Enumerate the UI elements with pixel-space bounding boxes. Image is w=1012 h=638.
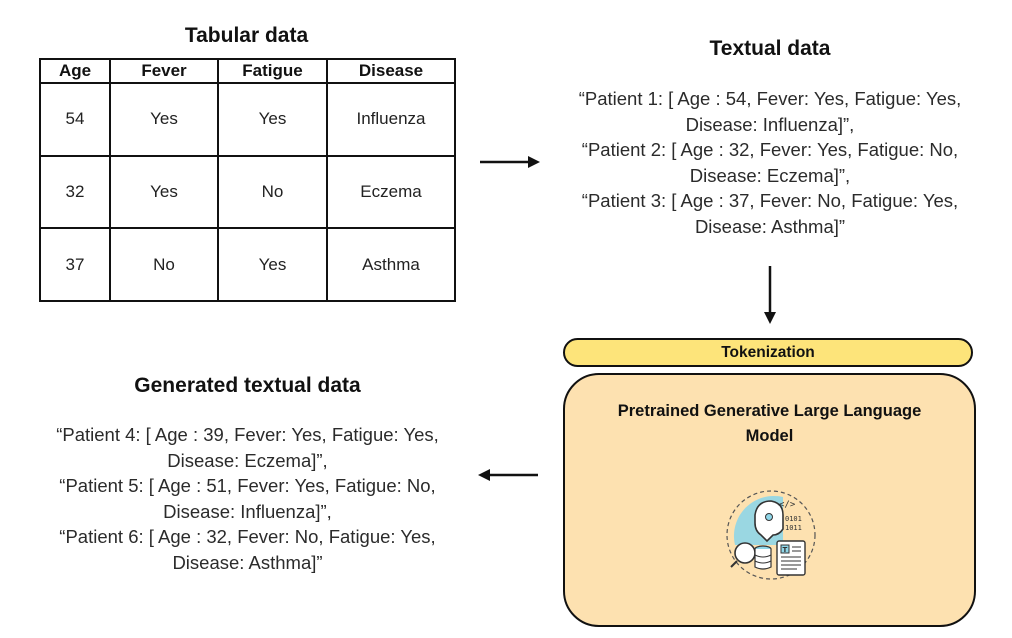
table-row: 32 Yes No Eczema — [39, 154, 456, 230]
cell-disease: Eczema — [326, 154, 456, 230]
header-fatigue: Fatigue — [217, 58, 328, 84]
cell-fever: Yes — [109, 154, 219, 230]
cell-fever: Yes — [109, 82, 219, 157]
arrow-down-icon — [764, 266, 776, 324]
llm-model-box: Pretrained Generative Large Language Mod… — [563, 373, 976, 627]
generated-data-title: Generated textual data — [134, 374, 361, 397]
header-disease: Disease — [326, 58, 456, 84]
cell-fatigue: No — [217, 154, 328, 230]
svg-text:</>: </> — [779, 500, 796, 510]
table-row: 54 Yes Yes Influenza — [39, 82, 456, 157]
textual-line: Disease: Asthma]” — [694, 215, 846, 237]
header-fever: Fever — [109, 58, 219, 84]
model-title-line: Pretrained Generative Large Language — [617, 402, 922, 420]
cell-fatigue: Yes — [217, 227, 328, 302]
cell-age: 32 — [39, 154, 111, 230]
tokenization-bar: Tokenization — [563, 338, 973, 367]
ai-data-icon: </> 0101 1011 T — [726, 490, 816, 580]
textual-line: Disease: Influenza]”, — [685, 113, 855, 135]
generated-line: “Patient 4: [ Age : 39, Fever: Yes, Fati… — [56, 424, 439, 445]
textual-data-block: “Patient 1: [ Age : 54, Fever: Yes, Fati… — [555, 86, 985, 239]
tabular-data-table: Age Fever Fatigue Disease 54 Yes Yes Inf… — [39, 58, 456, 302]
textual-line: “Patient 1: [ Age : 54, Fever: Yes, Fati… — [578, 88, 962, 109]
table-row: 37 No Yes Asthma — [39, 227, 456, 302]
svg-text:T: T — [783, 546, 788, 554]
arrow-right-icon — [480, 156, 540, 168]
arrow-left-icon — [478, 469, 538, 481]
generated-data-block: “Patient 4: [ Age : 39, Fever: Yes, Fati… — [30, 422, 465, 575]
cell-disease: Influenza — [326, 82, 456, 157]
cell-fatigue: Yes — [217, 82, 328, 157]
tabular-data-title: Tabular data — [184, 24, 309, 47]
generated-line: Disease: Eczema]”, — [167, 449, 328, 471]
generated-line: “Patient 5: [ Age : 51, Fever: Yes, Fati… — [59, 475, 436, 496]
header-age: Age — [39, 58, 111, 84]
cell-fever: No — [109, 227, 219, 302]
cell-age: 37 — [39, 227, 111, 302]
generated-line: “Patient 6: [ Age : 32, Fever: No, Fatig… — [59, 526, 436, 547]
svg-text:0101: 0101 — [785, 515, 802, 523]
table-header-row: Age Fever Fatigue Disease — [39, 58, 456, 84]
generated-line: Disease: Asthma]” — [172, 551, 323, 573]
cell-age: 54 — [39, 82, 111, 157]
generated-line: Disease: Influenza]”, — [163, 500, 332, 522]
textual-line: Disease: Eczema]”, — [689, 164, 851, 186]
textual-data-title: Textual data — [709, 37, 831, 60]
textual-line: “Patient 3: [ Age : 37, Fever: No, Fatig… — [581, 190, 959, 211]
model-title: Pretrained Generative Large Language Mod… — [585, 399, 954, 449]
model-title-line: Model — [745, 427, 794, 445]
textual-line: “Patient 2: [ Age : 32, Fever: Yes, Fati… — [581, 139, 959, 160]
svg-text:1011: 1011 — [785, 524, 802, 532]
cell-disease: Asthma — [326, 227, 456, 302]
